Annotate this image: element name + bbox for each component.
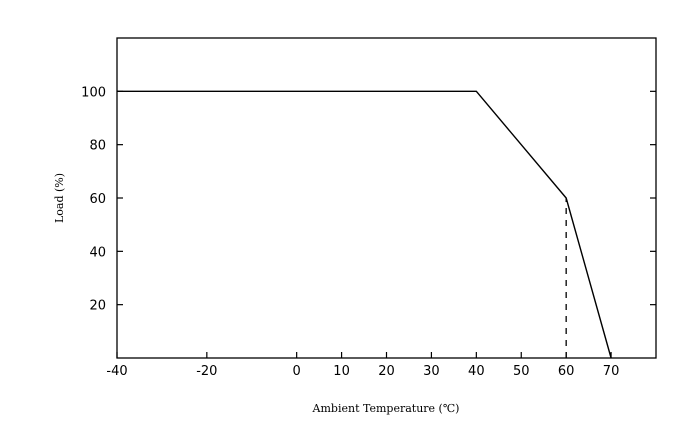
y-tick-label: 60 <box>89 192 106 207</box>
x-tick-label: 10 <box>333 364 350 379</box>
y-tick-label: 20 <box>89 299 106 314</box>
y-axis-title: Load (%) <box>53 173 66 223</box>
x-tick-label: 40 <box>468 364 485 379</box>
y-tick-label: 40 <box>89 245 106 260</box>
x-tick-label: 50 <box>513 364 530 379</box>
x-tick-label: 30 <box>423 364 440 379</box>
x-tick-label: -20 <box>196 364 217 379</box>
x-tick-label: -40 <box>106 364 127 379</box>
x-tick-label: 20 <box>378 364 395 379</box>
series-group <box>117 90 612 359</box>
y-tick-label: 80 <box>89 139 106 154</box>
x-tick-label: 70 <box>603 364 620 379</box>
x-tick-label: 0 <box>293 364 301 379</box>
series-line <box>117 90 612 359</box>
y-tick-label: 100 <box>81 85 106 100</box>
x-axis-title: Ambient Temperature (℃) <box>312 402 460 415</box>
axis-ticks: -40 -20 0 10 20 30 40 50 60 70 20 40 60 80 100 <box>81 85 656 379</box>
plot-frame <box>116 37 657 359</box>
x-tick-label: 60 <box>558 364 575 379</box>
